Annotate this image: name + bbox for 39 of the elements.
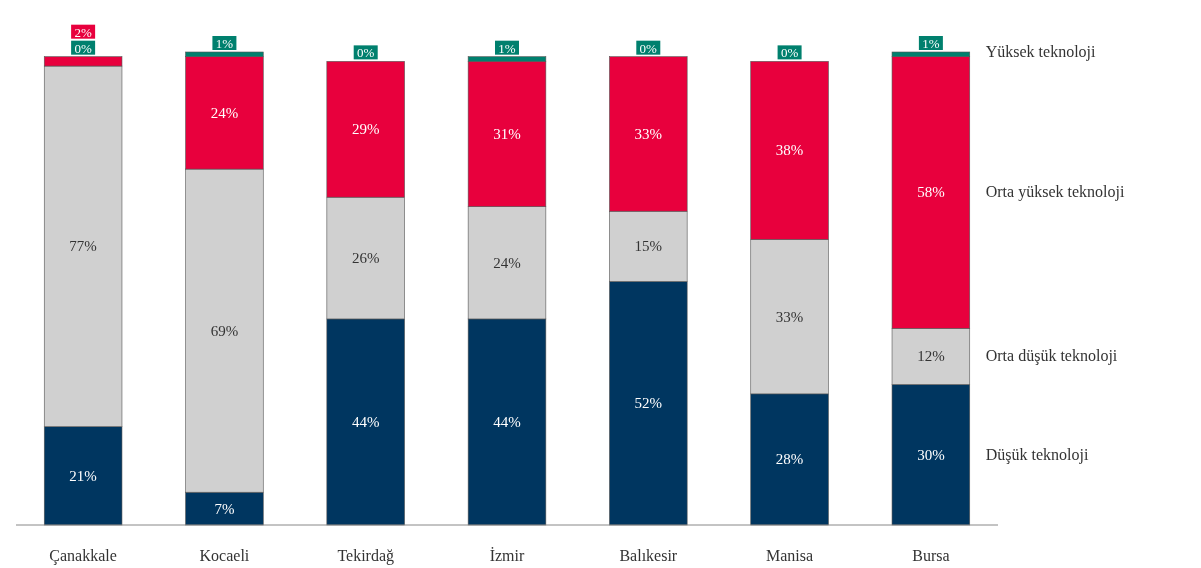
data-label: 1% <box>215 36 234 51</box>
data-label: 1% <box>498 40 516 56</box>
data-label: 15% <box>634 238 663 255</box>
x-tick-label: Kocaeli <box>199 547 250 564</box>
data-label: 29% <box>351 121 380 138</box>
series-label: Orta düşük teknoloji <box>985 347 1118 366</box>
data-label: 44% <box>493 413 521 430</box>
data-label: 12% <box>917 348 945 365</box>
x-tick-label: İzmir <box>489 547 525 564</box>
x-tick-label: Manisa <box>766 547 814 564</box>
data-label: 0% <box>74 40 92 56</box>
data-label: 58% <box>917 184 945 201</box>
data-label: 33% <box>775 308 804 325</box>
data-label: 24% <box>210 104 239 121</box>
data-label: 7% <box>214 500 235 517</box>
data-label: 24% <box>493 254 521 271</box>
x-tick-label: Balıkesir <box>619 547 678 564</box>
data-label: 2% <box>74 24 92 40</box>
series-label: Düşük teknoloji <box>985 445 1089 464</box>
data-label: 77% <box>69 238 97 255</box>
data-label: 31% <box>493 125 521 142</box>
data-label: 0% <box>639 40 658 56</box>
data-label: 30% <box>917 446 945 463</box>
data-label: 33% <box>634 125 663 142</box>
data-label: 21% <box>69 467 97 484</box>
data-label: 52% <box>634 395 663 412</box>
data-label: 44% <box>351 413 380 430</box>
data-label: 0% <box>780 45 799 61</box>
series-label: Orta yüksek teknoloji <box>985 183 1125 202</box>
x-tick-label: Bursa <box>912 547 950 564</box>
data-label: 1% <box>922 36 940 51</box>
x-tick-label: Çanakkale <box>49 547 117 565</box>
data-label: 26% <box>351 250 380 267</box>
data-label: 38% <box>775 142 804 159</box>
data-label: 28% <box>775 451 804 468</box>
series-label: Yüksek teknoloji <box>985 43 1097 61</box>
data-label: 0% <box>357 45 375 61</box>
x-tick-label: Tekirdağ <box>337 547 395 565</box>
data-label: 69% <box>210 322 239 339</box>
